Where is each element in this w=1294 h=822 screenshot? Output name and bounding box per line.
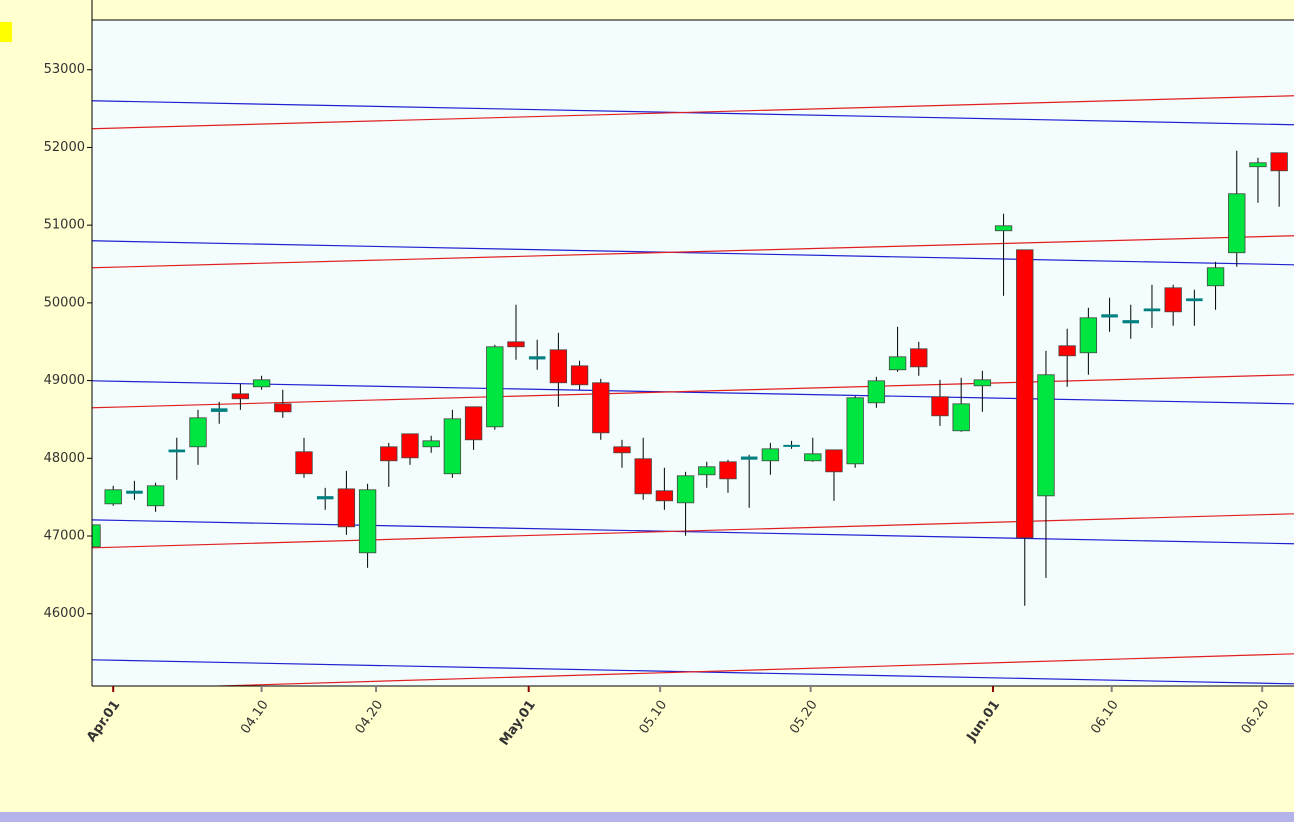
- candle-body: [549, 349, 568, 384]
- y-tick-label: 51000: [44, 218, 85, 233]
- candle-body: [422, 440, 440, 448]
- candle-body: [104, 489, 122, 505]
- trend-line: [92, 95, 1294, 130]
- candle-body: [973, 379, 992, 387]
- candle-body: [358, 489, 377, 554]
- candle-body: [910, 348, 928, 368]
- candle-body: [655, 490, 674, 502]
- y-tick-label: 47000: [44, 529, 85, 544]
- candle-body: [592, 382, 610, 434]
- trend-line: [92, 513, 1294, 549]
- y-tick-label: 48000: [44, 451, 85, 466]
- candle-body: [189, 417, 207, 448]
- plot-area: [92, 20, 1294, 686]
- y-tick-label: 52000: [44, 140, 85, 155]
- candle-body: [443, 418, 462, 475]
- candle-body: [1249, 162, 1267, 168]
- candle-doji: [1122, 320, 1140, 324]
- y-tick-label: 49000: [44, 373, 85, 388]
- trend-line: [92, 380, 1294, 405]
- candle-body: [464, 406, 483, 441]
- candle-body: [1016, 249, 1034, 539]
- candle-body: [274, 403, 292, 413]
- candle-body: [337, 488, 356, 528]
- y-tick-label: 53000: [44, 62, 85, 77]
- candle-body: [867, 380, 886, 404]
- trend-line: [199, 653, 1294, 686]
- candle-body: [634, 458, 652, 495]
- candle-body: [1270, 152, 1288, 172]
- trend-line: [92, 240, 1294, 266]
- candle-body: [931, 396, 949, 417]
- candle-body: [994, 225, 1013, 232]
- plot: [92, 95, 1294, 686]
- y-tick-label: 46000: [44, 606, 85, 621]
- candle-doji: [1143, 308, 1161, 312]
- candle-doji: [168, 449, 186, 453]
- candle-body: [1037, 374, 1055, 497]
- candle-body: [1228, 193, 1246, 254]
- candle-body: [1164, 287, 1182, 313]
- indicator: [0, 22, 12, 42]
- candle-body: [1206, 267, 1225, 287]
- y-tick-label: 50000: [44, 295, 85, 310]
- candle-body: [380, 446, 398, 462]
- candle-body: [952, 403, 970, 432]
- candle-body: [676, 475, 695, 504]
- candle-doji: [126, 490, 143, 494]
- candle-body: [146, 485, 165, 507]
- candle-doji: [1186, 298, 1203, 302]
- candle-doji: [316, 496, 334, 500]
- candle-body: [570, 365, 589, 386]
- trend-line: [92, 519, 1294, 545]
- trend-line: [92, 235, 1294, 269]
- candle-body: [698, 466, 716, 476]
- trend-line: [92, 374, 1294, 409]
- candle-body: [804, 453, 822, 462]
- candle-body: [825, 449, 843, 473]
- candle-body: [888, 356, 907, 371]
- candle-doji: [783, 444, 800, 447]
- candle-body: [846, 397, 864, 465]
- candle-body: [295, 451, 313, 475]
- candle-body: [401, 433, 419, 459]
- candle-body: [231, 393, 250, 400]
- candle-doji: [210, 408, 228, 412]
- candle-body: [719, 461, 737, 480]
- candle-body: [1058, 345, 1076, 357]
- candle-doji: [740, 456, 758, 460]
- candle-doji: [1101, 314, 1118, 318]
- candle-body: [252, 379, 271, 388]
- candle-doji: [528, 356, 546, 360]
- candle-body: [486, 346, 504, 428]
- candle-body: [613, 446, 631, 454]
- candle-body: [1079, 317, 1098, 354]
- candle-body: [761, 448, 780, 462]
- status-bar: [0, 812, 1294, 822]
- candle-body: [507, 341, 525, 348]
